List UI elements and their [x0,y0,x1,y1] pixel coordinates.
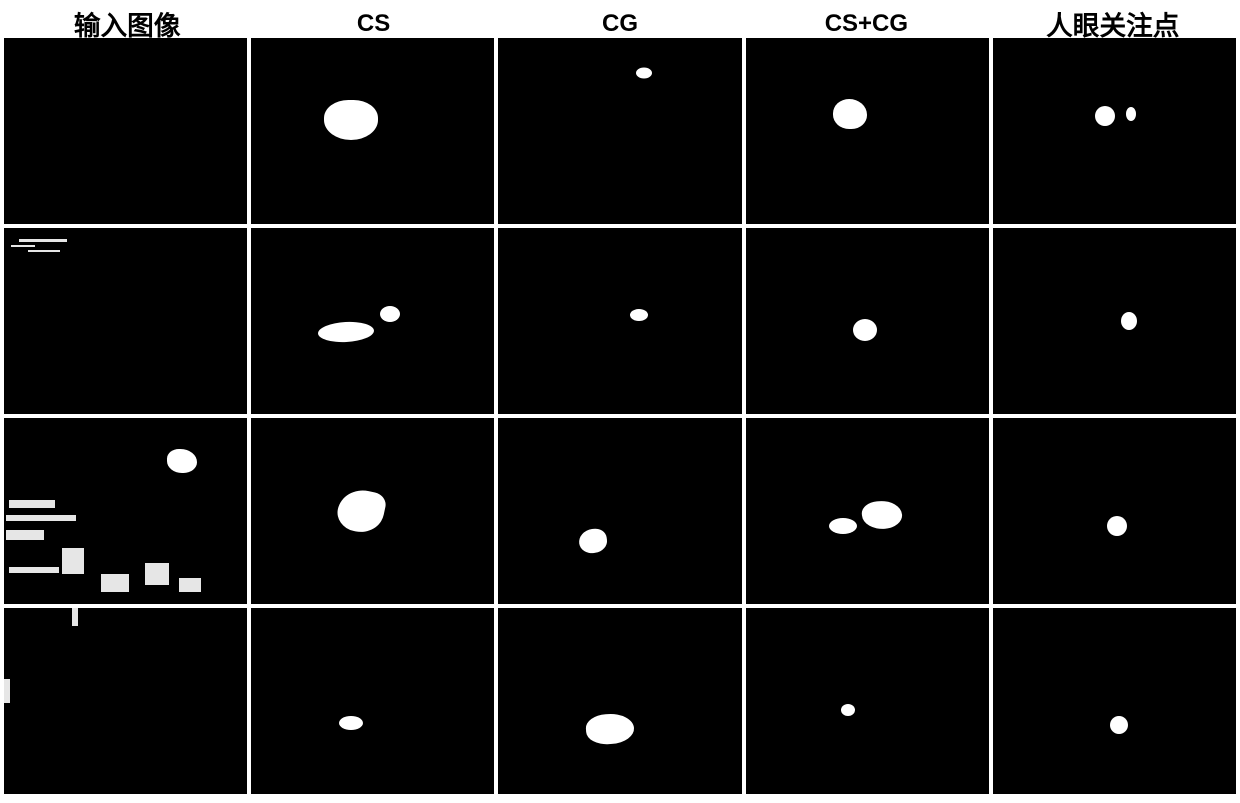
grid-cell [251,228,494,414]
col-header-cg: CG [497,10,743,38]
col-header-cs: CS [250,10,496,38]
noise-fragment [9,567,59,573]
blob [339,716,363,730]
grid-cell [993,38,1236,224]
blob [1121,312,1137,330]
blob [861,499,903,530]
grid-cell [746,38,989,224]
grid-cell [993,228,1236,414]
blob [636,68,652,79]
grid-cell [746,608,989,794]
grid-cell [4,228,247,414]
grid-cell [746,418,989,604]
grid-cell [251,418,494,604]
blob [585,712,635,745]
noise-fragment [4,679,10,703]
blob [829,518,857,534]
grid-cell [498,228,741,414]
grid-cell [4,38,247,224]
grid-cell [4,418,247,604]
blob [578,527,609,555]
noise-fragment [145,563,169,585]
blob [334,486,388,537]
blob [1095,106,1115,126]
blob [380,306,400,322]
noise-fragment [62,548,84,574]
noise-fragment [72,608,78,626]
grid-cell [498,38,741,224]
blob [841,704,855,716]
image-grid [4,38,1236,794]
blob [167,449,197,473]
grid-cell [498,608,741,794]
noise-fragment [101,574,129,592]
grid-cell [993,608,1236,794]
comparison-figure: 输入图像 CS CG CS+CG 人眼关注点 [4,4,1236,794]
blob [318,321,375,344]
grid-cell [251,608,494,794]
noise-fragment [6,530,44,540]
blob [853,319,877,341]
blob [833,99,867,129]
noise-fragment [9,500,55,508]
grid-cell [746,228,989,414]
noise-fragment [19,239,67,242]
header-row: 输入图像 CS CG CS+CG 人眼关注点 [4,4,1236,38]
blob [1107,516,1127,536]
grid-cell [498,418,741,604]
grid-cell [993,418,1236,604]
col-header-cs-cg: CS+CG [743,10,989,38]
noise-fragment [28,250,60,252]
blob [324,100,378,140]
blob [630,309,648,321]
grid-cell [4,608,247,794]
blob [1110,716,1128,734]
noise-fragment [11,245,35,247]
noise-fragment [179,578,201,592]
grid-cell [251,38,494,224]
blob [1126,107,1136,121]
noise-fragment [6,515,76,521]
